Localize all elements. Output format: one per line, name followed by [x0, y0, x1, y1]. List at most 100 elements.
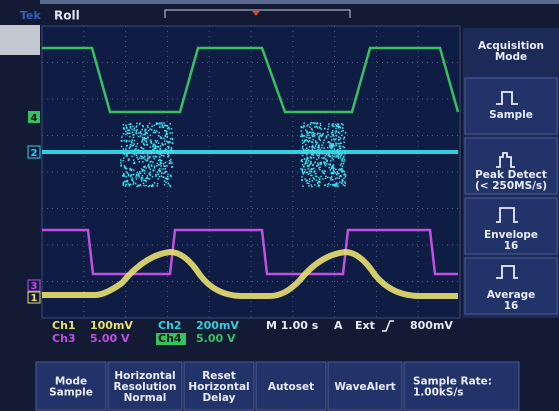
noise-dot — [325, 184, 327, 186]
noise-dot — [330, 148, 332, 150]
noise-dot — [165, 165, 167, 167]
noise-dot — [134, 140, 136, 142]
noise-dot — [141, 168, 143, 170]
noise-dot — [340, 164, 342, 166]
noise-dot — [340, 137, 342, 139]
noise-dot — [166, 141, 168, 143]
noise-dot — [303, 149, 305, 151]
noise-dot — [167, 183, 169, 185]
noise-dot — [317, 132, 319, 134]
noise-dot — [313, 135, 315, 137]
noise-dot — [138, 136, 140, 138]
noise-dot — [322, 172, 324, 174]
noise-dot — [313, 152, 315, 154]
noise-dot — [142, 175, 144, 177]
noise-dot — [165, 134, 167, 136]
noise-dot — [133, 137, 135, 139]
noise-dot — [126, 145, 128, 147]
noise-dot — [148, 164, 150, 166]
noise-dot — [169, 123, 171, 125]
noise-dot — [129, 136, 131, 138]
noise-dot — [328, 163, 330, 165]
noise-dot — [317, 127, 319, 128]
noise-dot — [156, 156, 158, 158]
noise-dot — [169, 141, 171, 143]
noise-dot — [167, 176, 169, 178]
noise-dot — [141, 180, 143, 182]
noise-dot — [305, 129, 307, 131]
noise-dot — [150, 135, 152, 137]
noise-dot — [120, 159, 122, 161]
noise-dot — [163, 176, 165, 178]
noise-dot — [154, 165, 156, 167]
noise-dot — [131, 145, 133, 147]
noise-dot — [136, 154, 138, 156]
noise-dot — [171, 128, 173, 130]
noise-dot — [161, 152, 163, 154]
noise-dot — [156, 130, 158, 132]
noise-dot — [311, 151, 313, 153]
noise-dot — [333, 184, 335, 186]
noise-dot — [313, 139, 315, 141]
noise-dot — [158, 132, 160, 134]
noise-dot — [309, 172, 311, 174]
noise-dot — [122, 152, 124, 154]
noise-dot — [321, 128, 323, 130]
noise-dot — [324, 162, 326, 164]
noise-dot — [142, 170, 144, 172]
noise-dot — [150, 174, 152, 176]
noise-dot — [344, 159, 346, 161]
noise-dot — [149, 161, 151, 163]
noise-dot — [340, 157, 342, 159]
noise-dot — [147, 160, 149, 162]
noise-dot — [328, 183, 330, 185]
noise-dot — [320, 140, 322, 142]
noise-dot — [315, 173, 317, 175]
bottom-menu-label: Autoset — [268, 381, 314, 393]
noise-dot — [166, 125, 168, 127]
noise-dot — [330, 184, 332, 186]
noise-dot — [123, 182, 125, 184]
noise-dot — [171, 132, 173, 134]
noise-dot — [126, 168, 128, 170]
noise-dot — [159, 156, 161, 158]
noise-dot — [168, 128, 170, 130]
noise-dot — [129, 132, 131, 134]
noise-dot — [145, 159, 147, 161]
noise-dot — [302, 185, 304, 187]
noise-dot — [306, 139, 308, 141]
noise-dot — [153, 169, 155, 171]
noise-dot — [314, 147, 316, 149]
noise-dot — [313, 154, 315, 156]
noise-dot — [321, 145, 323, 147]
noise-dot — [321, 153, 323, 155]
noise-dot — [313, 178, 315, 180]
noise-dot — [321, 147, 323, 149]
noise-dot — [338, 156, 340, 158]
noise-dot — [317, 162, 319, 164]
noise-dot — [134, 128, 136, 130]
noise-dot — [160, 165, 162, 167]
noise-dot — [141, 158, 143, 160]
side-menu-label: Sample — [489, 109, 533, 121]
noise-dot — [130, 184, 132, 186]
noise-dot — [159, 122, 161, 124]
noise-dot — [125, 184, 127, 186]
noise-dot — [318, 164, 320, 166]
noise-dot — [142, 137, 144, 139]
noise-dot — [329, 156, 331, 158]
noise-dot — [344, 151, 346, 153]
side-menu-button[interactable] — [465, 78, 557, 134]
noise-dot — [165, 143, 167, 145]
noise-dot — [318, 145, 320, 147]
noise-dot — [327, 147, 329, 149]
noise-dot — [159, 168, 161, 170]
noise-dot — [306, 137, 308, 139]
noise-dot — [344, 181, 346, 183]
noise-dot — [148, 166, 150, 168]
noise-dot — [160, 136, 162, 138]
noise-dot — [307, 166, 309, 168]
noise-dot — [139, 132, 141, 134]
noise-dot — [338, 139, 340, 141]
noise-dot — [302, 172, 304, 174]
